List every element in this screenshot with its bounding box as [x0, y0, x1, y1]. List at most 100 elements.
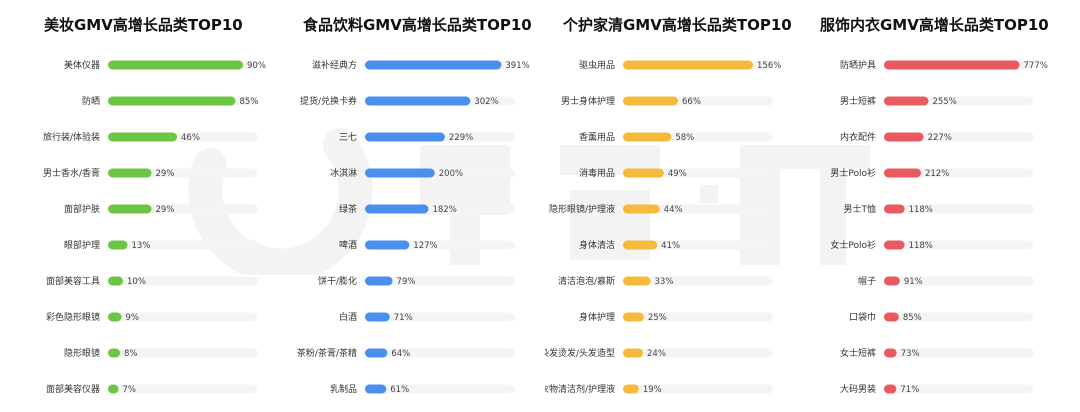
category-label: 面部美容仪器: [46, 383, 100, 395]
bar: [108, 60, 243, 70]
bar: [108, 96, 236, 106]
bar-track: [884, 276, 1034, 286]
bar: [884, 132, 924, 142]
value-label: 10%: [127, 277, 146, 287]
category-label: 男士香水/香膏: [43, 167, 100, 179]
bar: [623, 168, 664, 178]
bar-row: 口袋巾 85%: [849, 311, 1034, 323]
category-label: 冰淇淋: [330, 167, 357, 179]
category-label: 女士短裤: [840, 347, 876, 359]
bar-track: [108, 240, 258, 250]
bar-row: 香薰用品 58%: [579, 131, 773, 143]
bar-row: 滋补经典方 391%: [312, 59, 530, 71]
value-label: 33%: [655, 277, 674, 287]
bar-row: 啤酒 127%: [339, 239, 515, 251]
chart-title: 服饰内衣GMV高增长品类TOP10: [820, 16, 1049, 34]
category-label: 衣物清洁剂/护理液: [545, 383, 615, 395]
bar: [623, 384, 639, 394]
value-label: 200%: [439, 169, 463, 179]
category-label: 身体清洁: [579, 239, 615, 251]
bar: [884, 204, 905, 214]
bar: [623, 132, 672, 142]
category-label: 美体仪器: [64, 59, 100, 71]
value-label: 66%: [682, 97, 701, 107]
value-label: 229%: [449, 133, 473, 143]
value-label: 391%: [505, 61, 529, 71]
category-label: 口袋巾: [849, 311, 876, 323]
value-label: 24%: [647, 349, 666, 359]
bar-row: 绿茶 182%: [339, 203, 515, 215]
bar-row: 男士短裤 255%: [840, 95, 1034, 107]
bar-row: 消毒用品 49%: [579, 167, 773, 179]
chart-panel-food: 食品饮料GMV高增长品类TOP10 滋补经典方 391% 提货/兑换卡券 302% 三七…: [287, 0, 549, 412]
bar-row: 衣物清洁剂/护理液 19%: [545, 383, 773, 395]
bar-row: 驱虫用品 156%: [579, 59, 781, 71]
bar: [884, 168, 921, 178]
value-label: 46%: [181, 133, 200, 143]
value-label: 79%: [397, 277, 416, 287]
bar: [884, 384, 897, 394]
category-label: 染发烫发/头发造型: [545, 347, 615, 359]
category-label: 旅行装/体验装: [43, 131, 100, 143]
category-label: 帽子: [858, 275, 876, 287]
category-label: 身体护理: [579, 311, 615, 323]
category-label: 隐形眼镜/护理液: [549, 203, 615, 215]
category-label: 茶粉/茶膏/茶精: [297, 347, 357, 359]
value-label: 156%: [757, 61, 781, 71]
bar-chart-beauty: 美体仪器 90% 防晒 85% 旅行装/体验装 46% 男士香水/香膏 29% 面部护肤 29% 眼…: [43, 59, 266, 395]
value-label: 85%: [240, 97, 259, 107]
value-label: 29%: [156, 169, 175, 179]
bar-row: 白酒 71%: [339, 311, 515, 323]
category-label: 男士短裤: [840, 95, 876, 107]
category-label: 提货/兑换卡券: [300, 95, 357, 107]
bar-chart-food: 滋补经典方 391% 提货/兑换卡券 302% 三七 229% 冰淇淋 200% 绿茶 182% 啤…: [297, 59, 530, 395]
bar-row: 内衣配件 227%: [840, 131, 1034, 143]
bar: [623, 348, 643, 358]
bar-row: 帽子 91%: [858, 275, 1034, 287]
category-label: 防晒护具: [840, 59, 876, 71]
value-label: 212%: [925, 169, 949, 179]
chart-title: 食品饮料GMV高增长品类TOP10: [303, 16, 532, 34]
bar-track: [884, 348, 1034, 358]
category-label: 清洁泡泡/慕斯: [558, 275, 615, 287]
bar: [365, 204, 429, 214]
value-label: 64%: [391, 349, 410, 359]
bar: [884, 348, 897, 358]
bar: [884, 276, 900, 286]
chart-panel-apparel: 服饰内衣GMV高增长品类TOP10 防晒护具 777% 男士短裤 255% 内衣配件 22…: [806, 0, 1068, 412]
category-label: 隐形眼镜: [64, 347, 100, 359]
value-label: 182%: [432, 205, 456, 215]
value-label: 19%: [643, 385, 662, 395]
bar-row: 乳制品 61%: [330, 383, 515, 395]
bar: [365, 60, 502, 70]
bar-row: 隐形眼镜/护理液 44%: [549, 203, 773, 215]
chart-title: 个护家清GMV高增长品类TOP10: [563, 16, 792, 34]
bar: [623, 60, 753, 70]
bar: [365, 240, 410, 250]
bar: [623, 96, 678, 106]
category-label: 男士T恤: [844, 203, 877, 215]
value-label: 8%: [124, 349, 138, 359]
bar-row: 三七 229%: [339, 132, 515, 143]
bar-row: 彩色隐形眼镜 9%: [46, 311, 258, 323]
bar-row: 女士短裤 73%: [840, 347, 1034, 359]
value-label: 58%: [675, 133, 694, 143]
bar: [623, 240, 658, 250]
chart-panel-beauty: 美妆GMV高增长品类TOP10 美体仪器 90% 防晒 85% 旅行装/体验装 46% 男士…: [30, 0, 292, 412]
bar: [884, 312, 899, 322]
bar-track: [884, 240, 1034, 250]
category-label: 女士Polo衫: [830, 239, 876, 251]
bar-track: [884, 312, 1034, 322]
bar-row: 旅行装/体验装 46%: [43, 131, 258, 143]
bar-track: [623, 204, 773, 214]
bar-row: 饼干/膨化 79%: [318, 275, 515, 287]
bar-track: [365, 384, 515, 394]
bar: [108, 204, 152, 214]
value-label: 127%: [413, 241, 437, 251]
category-label: 啤酒: [339, 239, 357, 251]
bar-row: 男士香水/香膏 29%: [43, 167, 258, 179]
bar: [623, 276, 651, 286]
value-label: 302%: [474, 97, 498, 107]
bar-row: 面部护肤 29%: [64, 203, 258, 215]
value-label: 41%: [661, 241, 680, 251]
